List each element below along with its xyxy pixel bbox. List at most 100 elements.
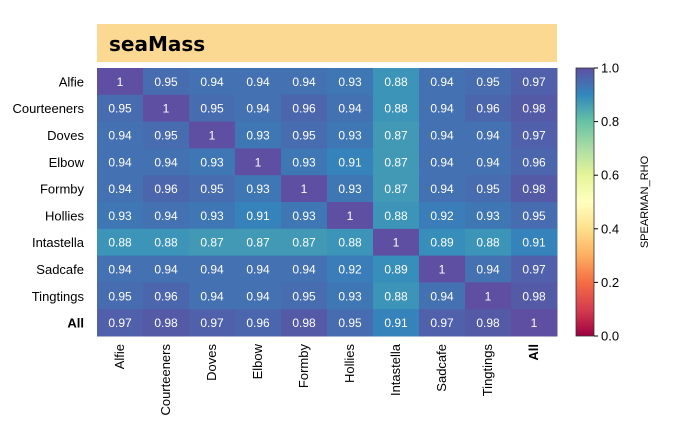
cell-value-label: 0.93 (476, 209, 500, 223)
cell-value-label: 0.96 (246, 316, 270, 330)
cell-value-label: 0.98 (522, 182, 546, 196)
row-label: Sadcafe (36, 262, 84, 277)
heatmap-cell (511, 228, 558, 257)
cell-value-label: 0.93 (200, 209, 224, 223)
row-labels: Alfie Courteeners Doves Elbow Formby Hollies I… (12, 74, 84, 330)
cell-value-label: 0.88 (384, 289, 408, 303)
column-label: Courteeners (158, 344, 173, 416)
cell-value-label: 0.94 (154, 155, 178, 169)
heatmap-cell (419, 68, 466, 96)
chart-title-bar: seaMass (97, 24, 557, 62)
heatmap-cell (327, 255, 374, 283)
cell-value-label: 0.93 (246, 129, 270, 143)
heatmap-cell (235, 121, 282, 149)
cell-value-label: 0.94 (108, 263, 132, 277)
cell-value-label: 0.97 (522, 75, 546, 89)
colorbar-tick-label: 0.4 (601, 221, 619, 236)
cell-value-label: 0.95 (108, 289, 132, 303)
heatmap-cell (97, 282, 144, 310)
cell-value-label: 0.94 (246, 263, 270, 277)
heatmap-cell (465, 282, 512, 310)
heatmap-cell (511, 68, 558, 96)
heatmap-cell (327, 202, 374, 230)
heatmap-cell (235, 255, 282, 283)
heatmap-cell (281, 148, 328, 176)
colorbar-tick-label: 0.6 (601, 168, 619, 183)
cell-value-label: 0.95 (108, 102, 132, 116)
heatmap-cell (373, 175, 420, 203)
heatmap-cell (465, 175, 512, 203)
row-label: Elbow (49, 155, 85, 170)
chart-title: seaMass (109, 32, 206, 56)
cell-value-label: 0.95 (200, 182, 224, 196)
cell-value-label: 0.96 (522, 155, 546, 169)
heatmap-cell (511, 282, 558, 310)
heatmap-cell (419, 309, 466, 337)
heatmap-cell (373, 202, 420, 230)
heatmap-cell (419, 175, 466, 203)
cell-value-label: 0.98 (476, 316, 500, 330)
cell-value-label: 0.93 (108, 209, 132, 223)
heatmap-cell (465, 309, 512, 337)
cell-value-label: 0.94 (200, 263, 224, 277)
cell-value-label: 0.87 (246, 236, 270, 250)
cell-value-label: 0.98 (292, 316, 316, 330)
cell-value-label: 0.94 (430, 289, 454, 303)
cell-value-label: 0.97 (430, 316, 454, 330)
cell-value-label: 1 (117, 75, 124, 89)
cell-value-label: 0.94 (200, 75, 224, 89)
cell-value-label: 0.89 (430, 236, 454, 250)
row-label: Doves (47, 128, 84, 143)
heatmap-cell (373, 148, 420, 176)
cell-value-label: 0.93 (246, 182, 270, 196)
cell-value-label: 0.95 (154, 75, 178, 89)
colorbar-tick-label: 0.0 (601, 329, 619, 344)
heatmap-cell (511, 309, 558, 337)
cell-value-label: 1 (485, 289, 492, 303)
cell-value-label: 0.98 (154, 316, 178, 330)
heatmap-cell (143, 121, 190, 149)
heatmap-cell (373, 228, 420, 257)
column-label: Sadcafe (434, 344, 449, 392)
heatmap-cell (465, 121, 512, 149)
column-label: Tingtings (480, 344, 495, 397)
heatmap-cell (419, 94, 466, 123)
column-label: Hollies (342, 344, 357, 384)
cell-value-label: 0.95 (476, 75, 500, 89)
cell-value-label: 0.93 (338, 182, 362, 196)
heatmap-cell (235, 282, 282, 310)
cell-value-label: 0.92 (338, 263, 362, 277)
cell-value-label: 1 (209, 129, 216, 143)
heatmap-cell (281, 309, 328, 337)
cell-value-label: 0.94 (476, 263, 500, 277)
heatmap-cell (327, 175, 374, 203)
heatmap-cell (143, 309, 190, 337)
heatmap-cell (465, 94, 512, 123)
heatmap-cell (189, 282, 236, 310)
cell-value-label: 0.93 (338, 75, 362, 89)
heatmap-cell (189, 148, 236, 176)
colorbar-gradient (575, 67, 595, 337)
cell-value-label: 0.88 (154, 236, 178, 250)
heatmap-cell (465, 255, 512, 283)
cell-value-label: 0.94 (246, 289, 270, 303)
heatmap-cell (373, 68, 420, 96)
heatmap-cell (373, 309, 420, 337)
heatmap-cell (511, 175, 558, 203)
row-label: Intastella (32, 235, 85, 250)
cell-value-label: 0.94 (154, 209, 178, 223)
cell-value-label: 0.91 (246, 209, 270, 223)
heatmap-cell (419, 228, 466, 257)
cell-value-label: 0.98 (522, 102, 546, 116)
heatmap-cell (235, 202, 282, 230)
cell-value-label: 0.92 (430, 209, 454, 223)
cell-value-label: 0.93 (292, 209, 316, 223)
column-labels: Alfie Courteeners Doves Elbow Formby Hollies I… (112, 343, 541, 415)
cell-value-label: 0.94 (246, 102, 270, 116)
row-label: Formby (40, 182, 85, 197)
heatmap-cell (465, 202, 512, 230)
heatmap-cell (373, 282, 420, 310)
cell-value-label: 1 (255, 155, 262, 169)
heatmap-cell (511, 255, 558, 283)
heatmap-cell (327, 121, 374, 149)
